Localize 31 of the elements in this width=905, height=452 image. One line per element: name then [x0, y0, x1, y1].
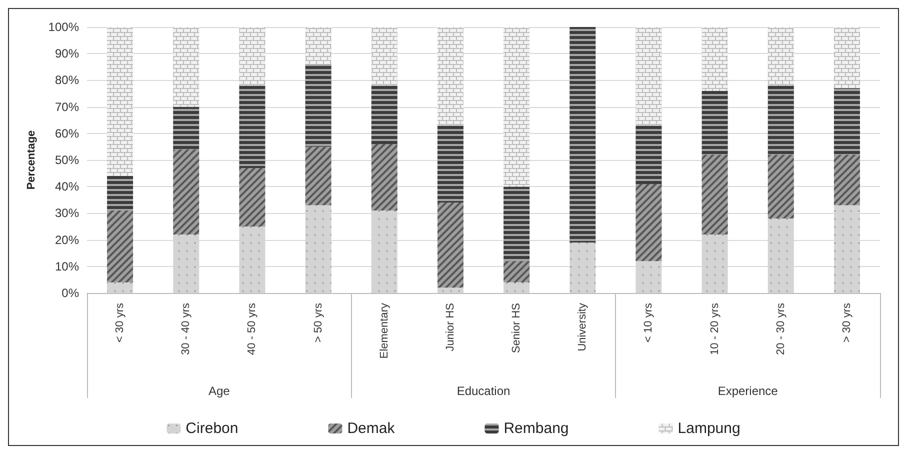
x-tick-label: 10 - 20 yrs	[708, 302, 721, 355]
x-tick-label: University	[576, 302, 589, 352]
x-tick-label: 30 - 40 yrs	[180, 302, 192, 355]
y-tick-label: 100%	[48, 20, 80, 34]
x-tick-label: Elementary	[378, 302, 390, 359]
text: Age	[208, 384, 230, 398]
legend-label: Lampung	[678, 420, 740, 437]
legend-label: Cirebon	[186, 420, 238, 437]
legend-label: Demak	[347, 420, 396, 437]
y-tick-label: 50%	[54, 153, 80, 167]
y-tick-label: 70%	[54, 100, 80, 114]
y-tick-label: 0%	[62, 286, 80, 300]
y-tick-label: 10%	[54, 259, 80, 274]
y-axis-title: Percentage	[26, 130, 38, 190]
x-tick-label: Senior HS	[510, 303, 523, 354]
text: Education	[456, 384, 510, 398]
x-tick-label: < 10 yrs	[642, 302, 655, 342]
x-tick-label: 20 - 30 yrs	[774, 302, 787, 355]
y-tick-label: 20%	[54, 232, 80, 247]
y-tick-label: 60%	[54, 126, 80, 140]
x-tick-label: > 30 yrs	[840, 302, 853, 342]
x-tick-label: < 30 yrs	[114, 302, 126, 342]
legend-label: Rembang	[504, 420, 569, 437]
y-tick-label: 80%	[54, 73, 80, 88]
x-tick-label: 40 - 50 yrs	[246, 302, 258, 355]
x-tick-label: > 50 yrs	[312, 302, 324, 342]
x-tick-label: Junior HS	[444, 303, 456, 352]
text: Experience	[718, 384, 778, 398]
y-tick-label: 30%	[54, 206, 80, 220]
y-tick-label: 40%	[54, 180, 80, 194]
y-tick-label: 90%	[54, 46, 80, 61]
